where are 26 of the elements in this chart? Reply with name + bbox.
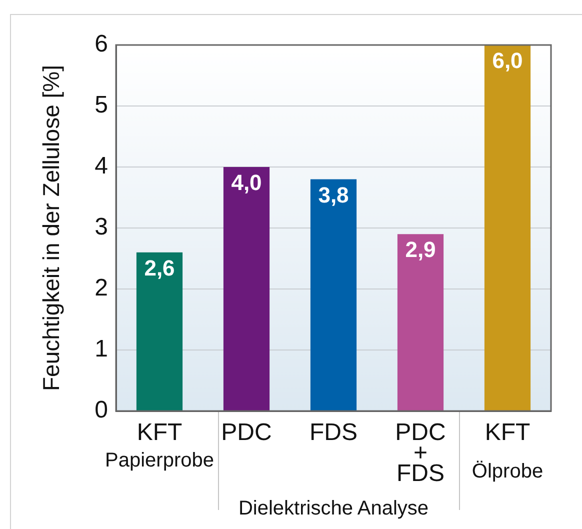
bar (136, 252, 183, 410)
data-label: 4,0 (231, 170, 262, 196)
bar (223, 167, 270, 410)
x-tick-label: KFT (136, 418, 183, 446)
y-axis-title: Feuchtigkeit in der Zellulose [%] (38, 65, 64, 391)
y-tick-label: 4 (94, 152, 108, 180)
x-tick-label: FDS (310, 418, 358, 446)
y-tick-label: 6 (94, 30, 108, 58)
y-tick-label: 0 (94, 396, 108, 424)
x-tick-label: KFT (484, 418, 531, 446)
text: Papierprobe (105, 450, 214, 472)
y-tick-label: 1 (94, 336, 108, 363)
bar (397, 234, 444, 410)
x-tick-label: PDC + FDS (395, 418, 446, 488)
y-tick-label: 2 (94, 274, 108, 302)
text: Dielektrische Analyse (238, 498, 429, 520)
text: Ölprobe (472, 460, 544, 483)
y-tick-label: 5 (94, 92, 108, 119)
bar (484, 45, 531, 410)
bar (310, 179, 357, 410)
y-tick-label: 3 (94, 214, 108, 241)
data-label: 2,6 (144, 255, 175, 280)
data-label: 3,8 (318, 182, 349, 208)
x-tick-label: PDC (221, 418, 272, 446)
data-label: 6,0 (492, 48, 523, 74)
data-label: 2,9 (405, 237, 436, 262)
